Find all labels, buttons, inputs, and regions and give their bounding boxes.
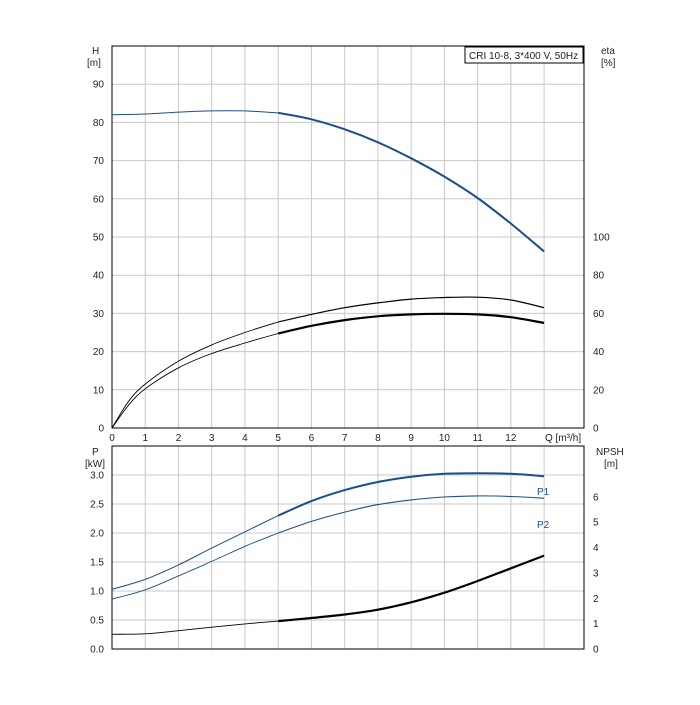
head-tick-label: 0 xyxy=(98,424,104,435)
eta-tick-label: 60 xyxy=(593,309,605,320)
npsh-tick-label: 5 xyxy=(593,518,599,529)
head-tick-label: 80 xyxy=(93,118,105,129)
eta-pump-curve-thin xyxy=(111,321,279,429)
head-tick-label: 60 xyxy=(93,194,105,205)
npsh-curve-thin xyxy=(111,620,279,635)
eta-axis-label: eta xyxy=(601,46,615,57)
series-label-p2: P2 xyxy=(537,520,550,531)
head-tick-label: 90 xyxy=(93,80,105,91)
x-tick-label: 12 xyxy=(505,433,517,444)
eta-total-curve-thin xyxy=(111,333,279,429)
eta-pump-curve-thick xyxy=(278,296,545,323)
eta-tick-label: 40 xyxy=(593,347,605,358)
head-tick-label: 10 xyxy=(93,385,105,396)
x-tick-label: 6 xyxy=(309,433,315,444)
power-tick-label: 1.0 xyxy=(90,587,104,598)
x-tick-label: 10 xyxy=(439,433,451,444)
npsh-axis-unit: [m] xyxy=(604,459,618,470)
chart-title: CRI 10-8, 3*400 V, 50Hz xyxy=(469,51,578,62)
head-tick-label: 20 xyxy=(93,347,105,358)
title-box xyxy=(464,46,584,64)
head-curve-thin xyxy=(111,110,279,116)
npsh-tick-label: 2 xyxy=(593,594,599,605)
x-tick-label: 7 xyxy=(342,433,348,444)
eta-axis-unit: [%] xyxy=(601,58,616,69)
x-tick-label: 9 xyxy=(408,433,414,444)
head-tick-label: 40 xyxy=(93,271,105,282)
p2-curve-thick xyxy=(278,495,545,534)
x-tick-label: 8 xyxy=(375,433,381,444)
power-axis-unit: [kW] xyxy=(85,459,105,470)
axis-ticks: 0 1 2 3 4 5 6 7 8 9 10 11 12010203040506070809002040… xyxy=(90,80,610,656)
flow-axis-label: Q [m³/h] xyxy=(545,433,581,444)
power-axis-label: P xyxy=(92,447,99,458)
x-tick-label: 4 xyxy=(242,433,248,444)
npsh-axis-label: NPSH xyxy=(596,447,624,458)
power-tick-label: 3.0 xyxy=(90,471,104,482)
power-tick-label: 1.5 xyxy=(90,558,104,569)
npsh-tick-label: 4 xyxy=(593,543,599,554)
head-tick-label: 70 xyxy=(93,156,105,167)
p2-curve-thin xyxy=(111,532,279,600)
head-axis-label: H xyxy=(92,46,99,57)
eta-tick-label: 100 xyxy=(593,233,610,244)
x-tick-label: 3 xyxy=(209,433,215,444)
power-tick-label: 2.5 xyxy=(90,500,104,511)
top-panel-frame xyxy=(111,45,585,429)
eta-tick-label: 80 xyxy=(593,271,605,282)
power-tick-label: 0.0 xyxy=(90,645,104,656)
eta-tick-label: 20 xyxy=(593,385,605,396)
x-tick-label: 1 xyxy=(142,433,148,444)
npsh-tick-label: 0 xyxy=(593,645,599,656)
series-label-p1: P1 xyxy=(537,487,550,498)
bottom-panel-curves xyxy=(111,472,545,635)
x-tick-label: 0 xyxy=(109,433,115,444)
p1-curve-thin xyxy=(111,515,279,590)
npsh-curve-thick xyxy=(278,554,545,623)
power-tick-label: 2.0 xyxy=(90,529,104,540)
head-axis-unit: [m] xyxy=(87,58,101,69)
eta-tick-label: 0 xyxy=(593,424,599,435)
x-tick-label: 11 xyxy=(472,433,483,444)
x-tick-label: 5 xyxy=(275,433,281,444)
power-tick-label: 0.5 xyxy=(90,616,104,627)
eta-total-curve-thick xyxy=(277,312,545,335)
npsh-tick-label: 3 xyxy=(593,568,599,579)
npsh-tick-label: 6 xyxy=(593,492,599,503)
bottom-panel-frame xyxy=(111,445,585,650)
npsh-tick-label: 1 xyxy=(593,619,599,630)
x-tick-label: 2 xyxy=(176,433,182,444)
head-tick-label: 30 xyxy=(93,309,105,320)
head-tick-label: 50 xyxy=(93,233,105,244)
p1-curve-thick xyxy=(277,472,545,517)
head-curve-thick xyxy=(278,111,545,253)
top-panel-curves xyxy=(111,110,545,429)
